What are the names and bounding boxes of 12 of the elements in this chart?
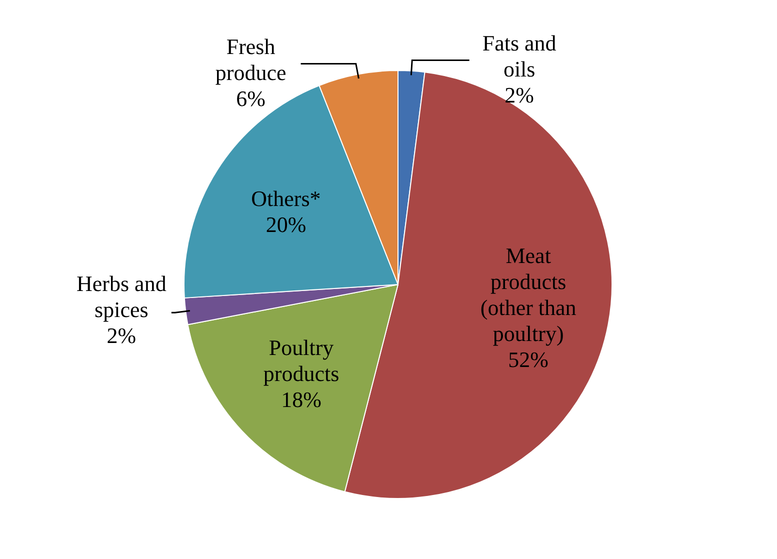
slice-label: Herbs and spices — [76, 271, 166, 322]
data-label: 18% — [281, 387, 322, 412]
data-label: 6% — [236, 86, 266, 112]
data-label: 52% — [508, 347, 548, 372]
slice-label: Others* — [251, 186, 321, 212]
data-label: 2% — [106, 323, 136, 348]
slice-label: Poultry products — [263, 335, 340, 386]
slice-label: Fats and oils — [482, 30, 556, 82]
data-label: 20% — [266, 212, 306, 238]
slice-label: Fresh produce — [215, 34, 286, 86]
data-label: 2% — [504, 82, 534, 108]
slice-label: Meat products (other than poultry) — [480, 243, 576, 346]
